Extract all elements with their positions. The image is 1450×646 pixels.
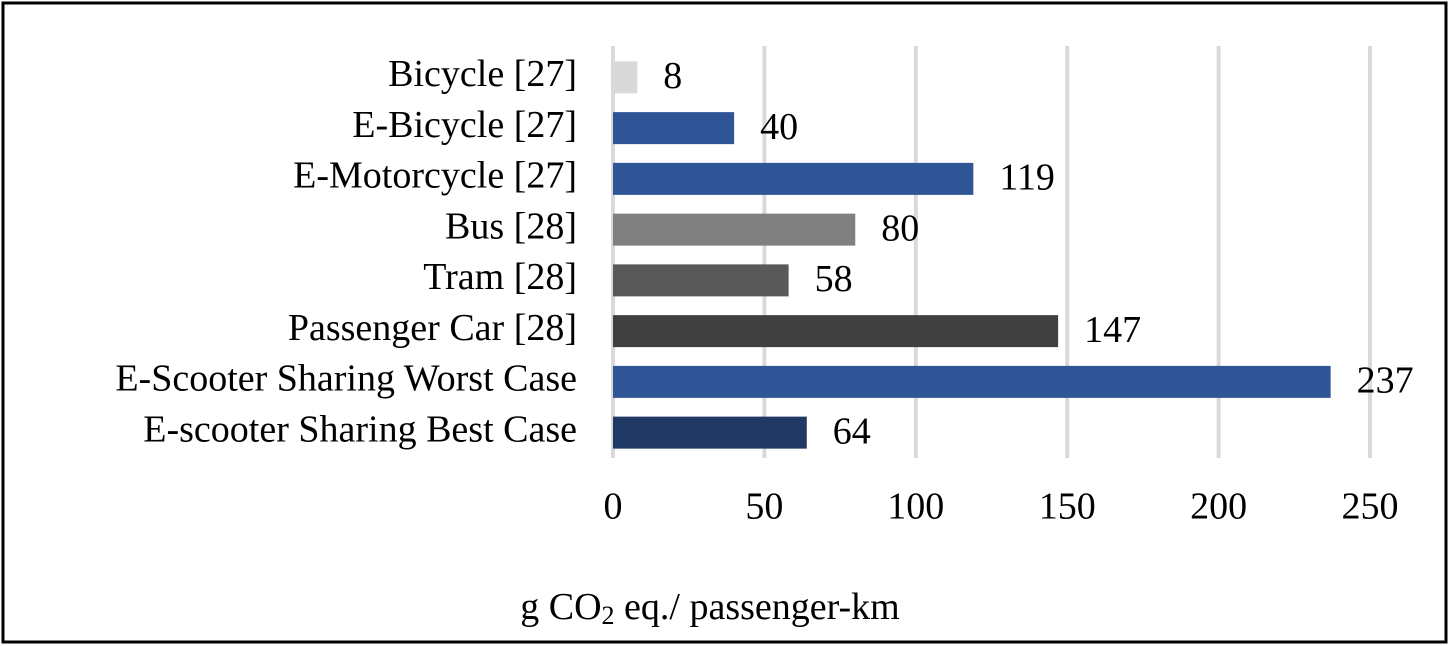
y-tick-label: Passenger Car [28] — [288, 307, 577, 349]
bars — [613, 61, 1331, 449]
x-tick-label: 50 — [745, 486, 783, 528]
value-label: 58 — [815, 258, 853, 300]
bar — [613, 365, 1331, 398]
x-label-subscript: 2 — [602, 601, 615, 630]
y-tick-label: Tram [28] — [423, 256, 577, 298]
value-label: 80 — [881, 207, 919, 249]
y-tick-label: E-Bicycle [27] — [352, 104, 577, 146]
bar — [613, 162, 974, 195]
y-tick-label: E-Motorcycle [27] — [293, 155, 577, 197]
value-label: 147 — [1084, 309, 1141, 351]
x-label-part: eq./ passenger-km — [615, 586, 900, 628]
value-label: 8 — [663, 55, 682, 97]
x-tick-label: 0 — [604, 486, 623, 528]
bar — [613, 213, 856, 246]
bar — [613, 264, 789, 297]
bar — [613, 112, 735, 145]
value-label: 119 — [999, 157, 1055, 199]
value-label: 237 — [1357, 360, 1414, 402]
value-label: 40 — [760, 106, 798, 148]
bar — [613, 315, 1059, 348]
x-tick-label: 200 — [1190, 486, 1247, 528]
x-tick-label: 250 — [1342, 486, 1399, 528]
x-axis-label: g CO2 eq./ passenger-km — [520, 586, 900, 630]
y-tick-label: E-scooter Sharing Best Case — [143, 408, 577, 450]
x-tick-label: 100 — [887, 486, 944, 528]
x-tick-label: 150 — [1039, 486, 1096, 528]
y-tick-label: Bicycle [27] — [388, 53, 577, 95]
value-label: 64 — [833, 410, 871, 452]
bar — [613, 61, 638, 94]
y-tick-label: E-Scooter Sharing Worst Case — [115, 358, 577, 400]
x-label-part: g CO — [520, 586, 601, 628]
y-tick-label: Bus [28] — [445, 205, 577, 247]
bar — [613, 416, 807, 449]
